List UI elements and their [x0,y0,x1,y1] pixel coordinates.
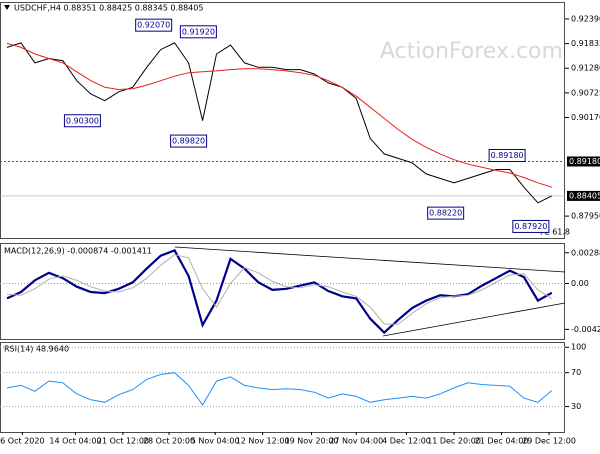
annotation-label: 0.91920 [182,27,215,36]
x-tick-label: 4 Dec 12:00 [382,437,431,446]
series-line [6,42,553,204]
price-box [567,156,600,167]
x-tick-label: 5 Nov 04:00 [191,437,240,446]
macd-frame [0,243,565,340]
y-tick-label: 0.00 [571,279,589,288]
y-tick-label: 100 [571,343,586,352]
price-label: 0.88405 [569,191,600,200]
x-tick-label: 11 Dec 20:00 [427,437,481,446]
price-frame [0,2,565,239]
annotation-box [63,114,101,128]
x-tick-label: 28 Oct 20:00 [143,437,195,446]
series-line [6,42,552,188]
series-line [6,254,553,325]
annotation-label: 0.87920 [514,222,547,231]
rsi-frame [0,342,565,433]
annotation-box [135,18,173,32]
x-tick-label: 19 Nov 20:00 [285,437,339,446]
annotation-box [179,25,217,39]
y-tick-label: 0.00288 [571,248,600,257]
x-tick-label: 21 Oct 12:00 [97,437,149,446]
annotation-box [488,148,526,162]
y-tick-label: -0.004298 [571,325,600,334]
y-tick-label: 70 [571,368,581,377]
annotation-label: 0.90300 [66,116,99,125]
annotation-label: 0.89820 [172,137,205,146]
price-header: USDCHF,H4 0.88351 0.88425 0.88345 0.8840… [14,4,203,13]
price-box [567,190,600,201]
x-tick-label: 21 Dec 04:00 [475,437,529,446]
trendline [382,302,566,337]
y-tick-label: 0.91835 [571,39,600,48]
price-label: 0.89180 [569,157,600,166]
x-tick-label: 27 Nov 04:00 [329,437,383,446]
trendline [174,246,566,273]
x-tick-label: 14 Oct 04:00 [49,437,101,446]
y-tick-label: 0.90725 [571,88,600,97]
annotation-label: 0.89180 [491,151,524,160]
y-tick-label: 30 [571,402,581,411]
annotation-label: 0.92070 [137,21,170,30]
header-arrow [4,5,10,10]
annotation-box [427,206,465,220]
macd-header: MACD(12,26,9) -0.000874 -0.001411 [4,247,152,256]
rsi-header: RSI(14) 48.9640 [4,345,69,354]
annotation-label: 0.88220 [429,209,462,218]
watermark: ActionForex.com [380,39,563,64]
x-tick-label: 12 Nov 12:00 [236,437,290,446]
annotation-box [170,134,208,148]
fe-label: FE 61.8 [540,228,570,237]
series-line [6,372,553,406]
x-tick-label: 29 Dec 12:00 [522,437,576,446]
annotation-box [512,219,550,233]
x-tick-label: 6 Oct 2020 [0,437,44,446]
